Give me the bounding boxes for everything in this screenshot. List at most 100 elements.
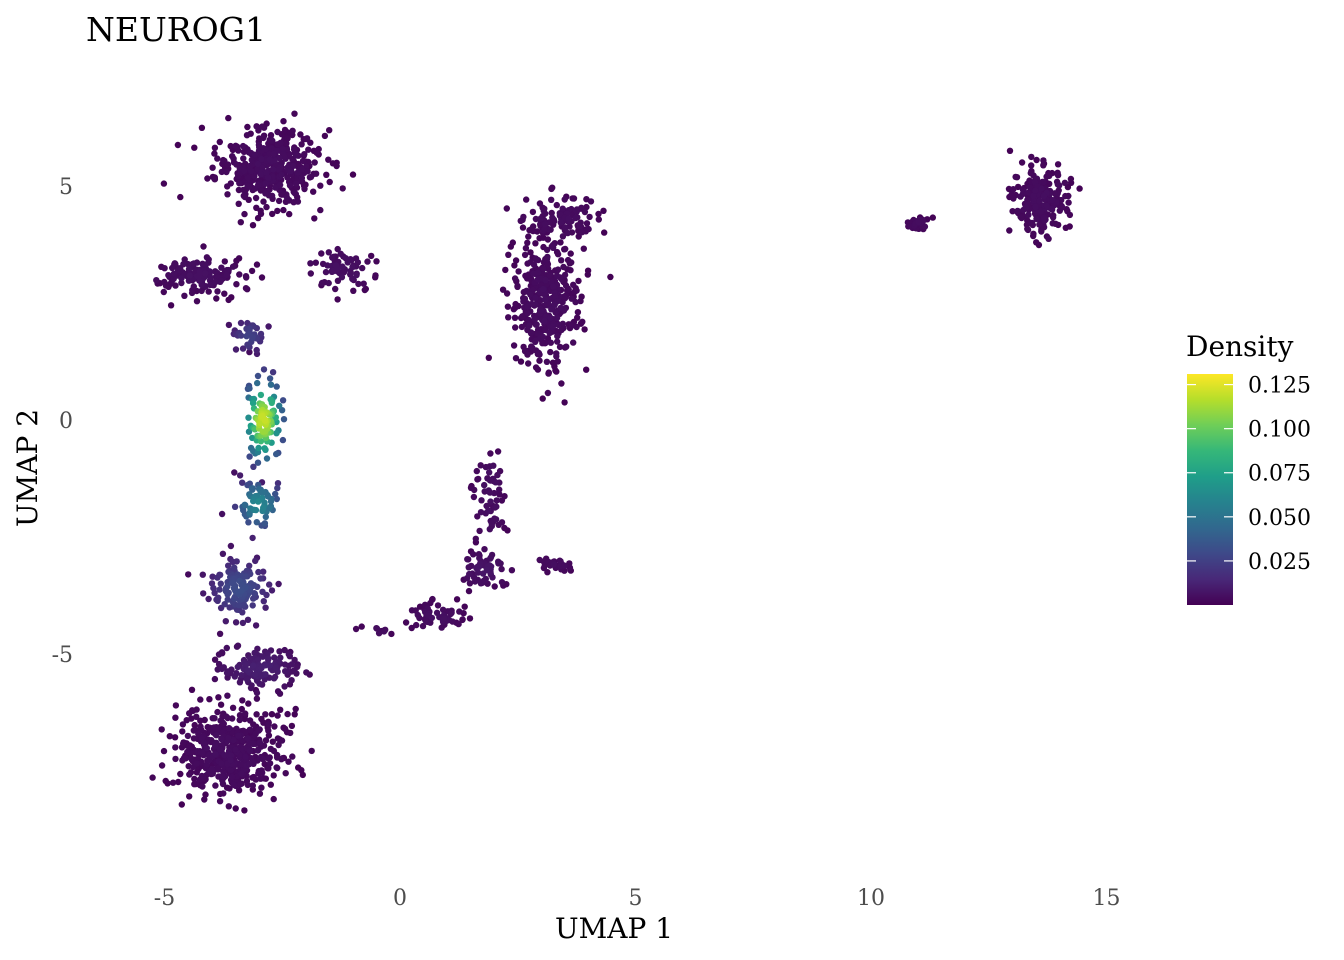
data-point (253, 519, 260, 526)
data-point (252, 622, 260, 629)
data-point (283, 140, 290, 147)
data-point (243, 132, 251, 139)
chart-title: NEUROG1 (86, 10, 266, 49)
data-point (215, 725, 222, 733)
data-point (528, 300, 536, 308)
data-point (265, 323, 272, 330)
data-point (292, 705, 299, 713)
data-point (244, 781, 251, 789)
data-point (1066, 211, 1074, 219)
data-point (266, 662, 274, 669)
data-point (251, 151, 259, 158)
data-point (182, 755, 189, 762)
data-point (231, 469, 238, 476)
data-point (249, 486, 256, 493)
data-point (486, 526, 493, 533)
x-axis-title: UMAP 1 (555, 912, 673, 945)
data-point (474, 513, 481, 520)
data-point (264, 493, 272, 500)
data-point (249, 534, 256, 542)
data-point (259, 123, 266, 130)
data-point (561, 196, 568, 203)
data-point (1006, 147, 1014, 154)
data-point (262, 190, 269, 197)
data-point (293, 151, 301, 159)
data-point (246, 747, 254, 755)
data-point (260, 598, 267, 605)
data-point (249, 222, 257, 229)
data-point (272, 184, 279, 191)
data-point (530, 261, 538, 269)
data-point (274, 712, 281, 719)
data-point (215, 651, 223, 658)
data-point (574, 314, 581, 321)
data-point (211, 175, 218, 183)
data-point (498, 579, 506, 586)
data-point (278, 737, 286, 744)
data-point (262, 513, 269, 521)
data-point (318, 250, 325, 257)
data-point (564, 229, 571, 237)
data-point (373, 258, 380, 265)
data-point (259, 653, 267, 660)
data-point (203, 745, 210, 752)
data-point (291, 711, 298, 718)
data-point (607, 273, 614, 281)
data-point (307, 270, 314, 277)
data-point (266, 375, 274, 382)
data-point (276, 402, 283, 409)
data-point (190, 727, 197, 734)
data-point (227, 542, 235, 550)
data-point (166, 733, 173, 740)
data-point (229, 704, 237, 711)
data-point (325, 279, 332, 287)
data-point (522, 245, 530, 252)
data-point (1010, 186, 1017, 193)
data-point (505, 251, 512, 258)
data-point (238, 672, 245, 679)
data-point (536, 357, 543, 364)
data-point (198, 287, 205, 295)
data-point (186, 771, 193, 778)
x-tick-label: -5 (154, 886, 175, 911)
data-point (257, 438, 265, 445)
data-point (253, 204, 260, 211)
data-point (248, 167, 255, 175)
data-point (455, 620, 462, 628)
data-point (536, 556, 543, 564)
data-point (1026, 184, 1034, 191)
data-point (185, 265, 193, 273)
data-point (242, 753, 249, 760)
data-point (221, 258, 228, 265)
data-point (585, 225, 592, 233)
data-point (358, 623, 365, 630)
data-point (525, 316, 533, 324)
data-point (561, 562, 568, 569)
data-point (242, 661, 250, 669)
data-point (188, 715, 195, 722)
data-point (544, 261, 551, 269)
data-point (237, 332, 245, 339)
data-point (153, 277, 160, 284)
data-point (217, 580, 224, 587)
data-point (534, 269, 542, 276)
data-point (1040, 192, 1048, 200)
data-point (532, 240, 539, 247)
data-point (548, 185, 555, 193)
data-point (233, 281, 240, 288)
data-point (218, 760, 225, 767)
data-point (299, 157, 307, 165)
data-point (1006, 227, 1013, 234)
data-point (277, 706, 284, 713)
data-point (285, 758, 292, 765)
data-point (238, 761, 245, 768)
data-point (511, 262, 518, 269)
data-point (259, 489, 266, 496)
data-point (232, 142, 239, 149)
data-point (1065, 199, 1072, 206)
data-point (291, 667, 298, 674)
data-point (537, 215, 544, 222)
data-point (492, 516, 500, 523)
data-point (281, 646, 288, 654)
data-point (553, 201, 560, 209)
